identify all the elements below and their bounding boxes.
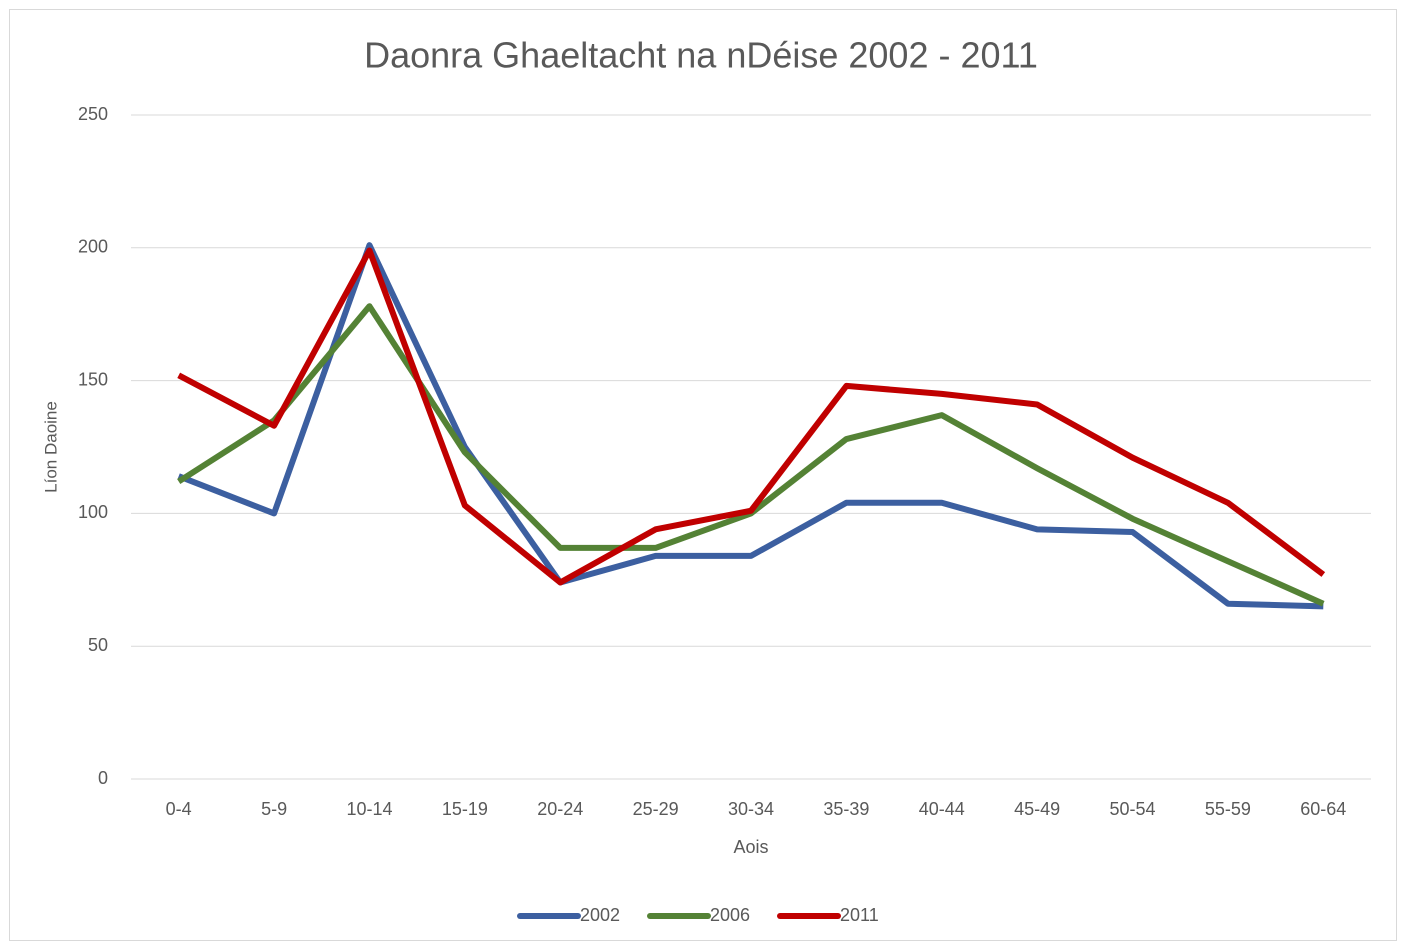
x-tick-label: 55-59 [1205, 799, 1251, 819]
x-axis-label: Aois [733, 837, 768, 857]
x-tick-label: 50-54 [1110, 799, 1156, 819]
x-tick-label: 60-64 [1300, 799, 1346, 819]
x-tick-label: 25-29 [633, 799, 679, 819]
x-tick-label: 5-9 [261, 799, 287, 819]
series-line [177, 242, 1324, 610]
x-tick-label: 15-19 [442, 799, 488, 819]
legend-label: 2002 [580, 905, 620, 925]
x-tick-label: 35-39 [823, 799, 869, 819]
x-tick-label: 10-14 [346, 799, 392, 819]
x-tick-label: 40-44 [919, 799, 965, 819]
legend-label: 2011 [840, 905, 879, 925]
x-tick-label: 45-49 [1014, 799, 1060, 819]
y-tick-label: 100 [78, 502, 108, 522]
x-tick-label: 20-24 [537, 799, 583, 819]
chart-title: Daonra Ghaeltacht na nDéise 2002 - 2011 [364, 35, 1038, 76]
y-tick-label: 200 [78, 237, 108, 257]
series-line [177, 247, 1326, 586]
y-tick-label: 0 [98, 768, 108, 788]
legend-label: 2006 [710, 905, 750, 925]
x-tick-label: 0-4 [166, 799, 192, 819]
y-tick-label: 50 [88, 635, 108, 655]
y-tick-label: 150 [78, 369, 108, 389]
x-tick-label: 30-34 [728, 799, 774, 819]
y-axis-label: Líon Daoine [41, 401, 60, 493]
chart-border [9, 9, 1397, 941]
y-tick-label: 250 [78, 104, 108, 124]
